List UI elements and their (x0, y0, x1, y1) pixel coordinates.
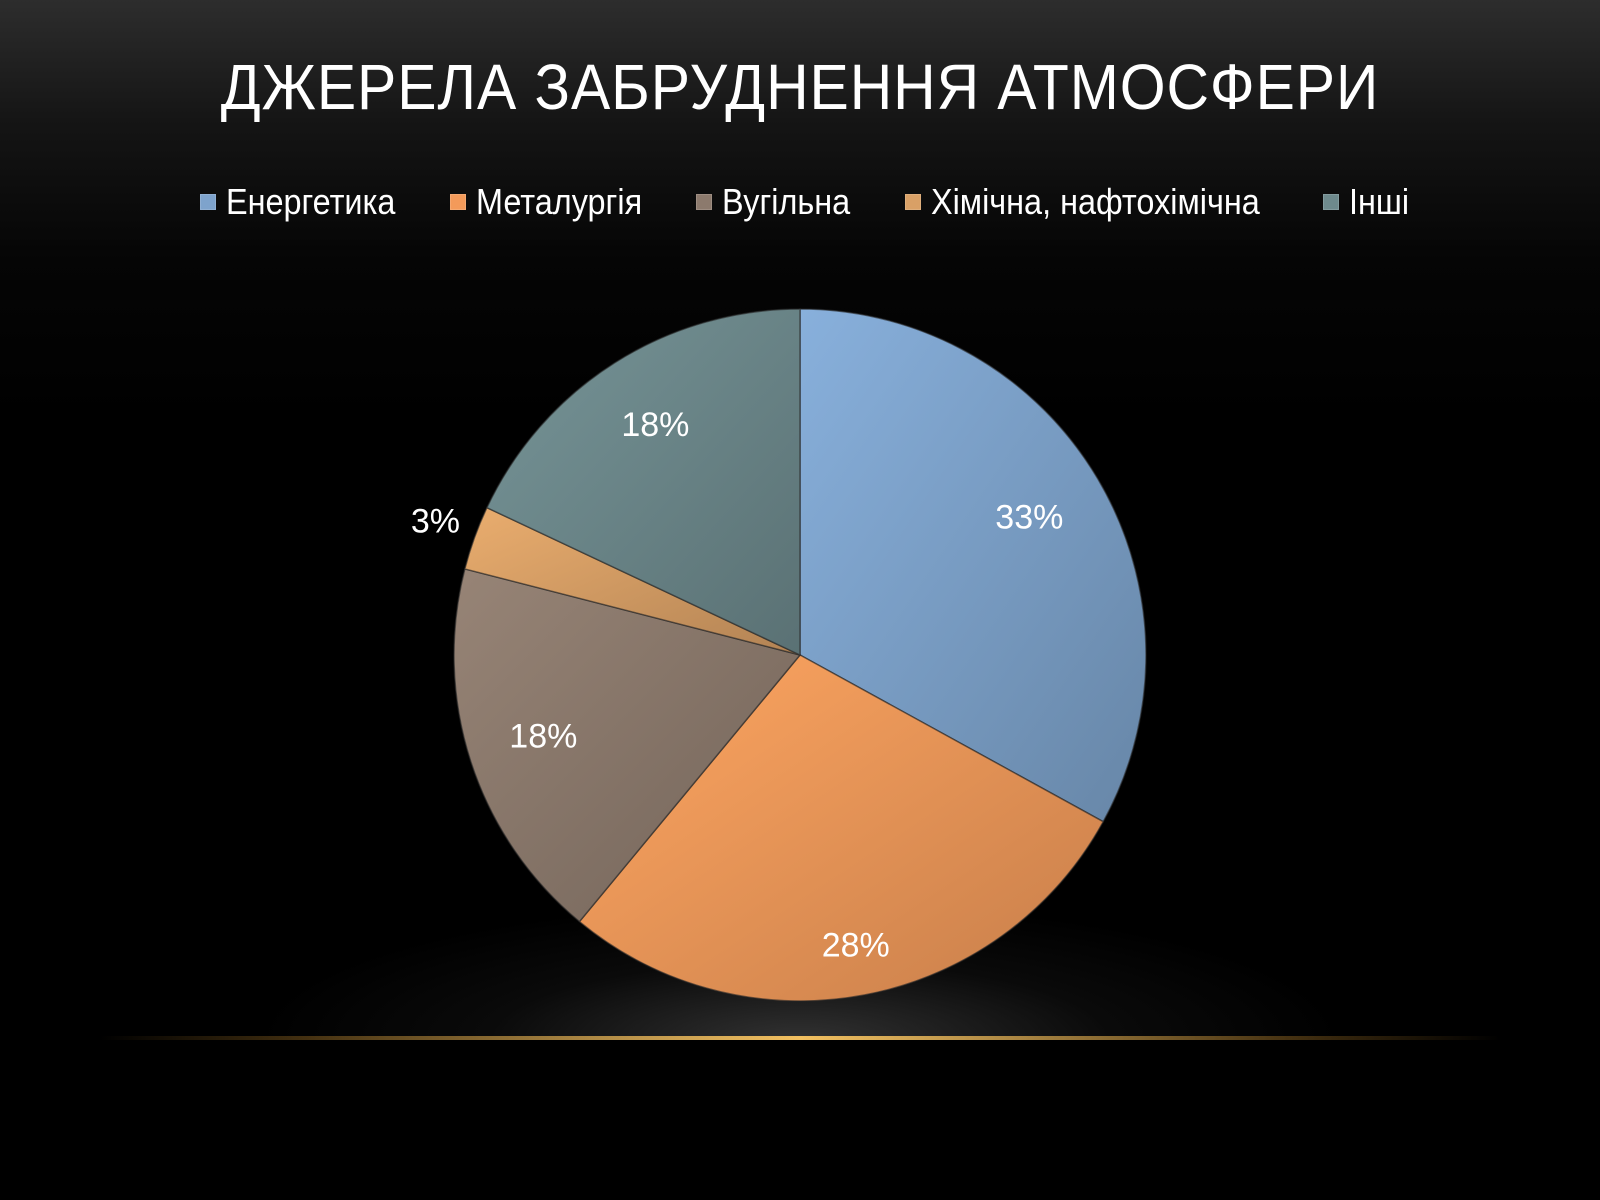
slice-other (485, 308, 801, 657)
slice-metallurgy (578, 654, 1105, 1002)
slide-title: ДЖЕРЕЛА ЗАБРУДНЕННЯ АТМОСФЕРИ (220, 51, 1380, 123)
legend-swatch-metallurgy (450, 194, 466, 210)
legend-item-coal: Вугільна (696, 178, 864, 226)
legend-label-metallurgy: Металургія (476, 181, 643, 222)
legend-label-coal: Вугільна (722, 181, 851, 222)
legend-item-energy: Енергетика (200, 178, 414, 226)
pie-slices (453, 308, 1147, 1002)
legend-swatch-other (1323, 194, 1339, 210)
legend-swatch-coal (696, 194, 712, 210)
data-label-energy: 33% (995, 498, 1063, 536)
legend-label-chemical: Хімічна, нафтохімічна (931, 181, 1260, 222)
data-label-metallurgy: 28% (822, 926, 890, 964)
data-label-other: 18% (621, 406, 689, 444)
legend-item-other: Інші (1323, 178, 1416, 226)
slice-energy (799, 308, 1147, 823)
pie-data-labels: 33% 28% 18% 3% 18% (411, 406, 1064, 964)
slice-coal (453, 568, 802, 923)
legend-label-energy: Енергетика (226, 181, 396, 222)
chart-legend: Енергетика Металургія Вугільна Хімічна, … (0, 178, 1600, 226)
data-label-coal: 18% (509, 717, 577, 755)
legend-label-other: Інші (1349, 181, 1410, 222)
legend-item-metallurgy: Металургія (450, 178, 661, 226)
legend-swatch-energy (200, 194, 216, 210)
legend-item-chemical: Хімічна, нафтохімічна (905, 178, 1296, 226)
legend-swatch-chemical (905, 194, 921, 210)
floor-glow-line (100, 1036, 1500, 1040)
data-label-chemical: 3% (411, 503, 460, 541)
